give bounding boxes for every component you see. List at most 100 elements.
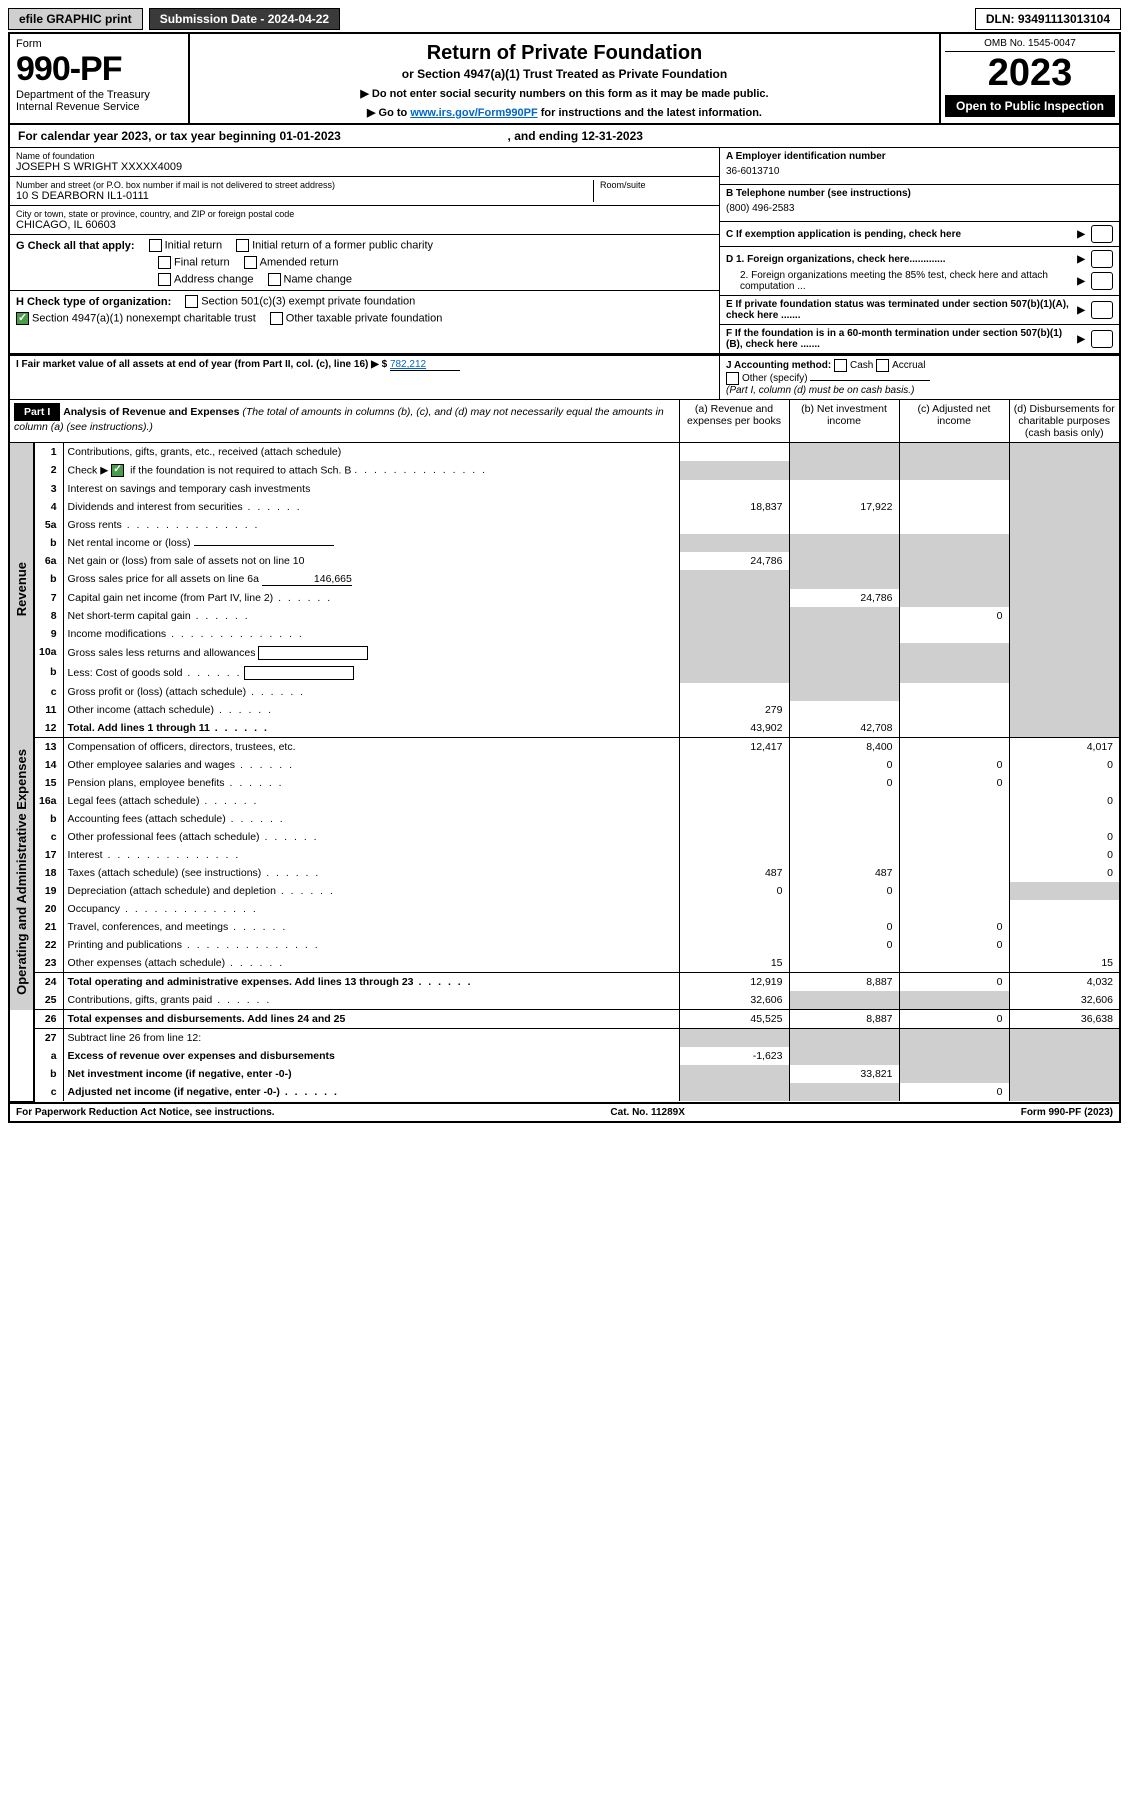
final-return-checkbox[interactable] <box>158 256 171 269</box>
l13-b: 8,400 <box>789 738 899 757</box>
l24-c: 0 <box>899 973 1009 992</box>
accrual-checkbox[interactable] <box>876 359 889 372</box>
l27b-b: 33,821 <box>789 1065 899 1083</box>
ein: 36-6013710 <box>726 162 1113 181</box>
line-10c: Gross profit or (loss) (attach schedule) <box>68 686 247 698</box>
l14-d: 0 <box>1009 756 1119 774</box>
l19-a: 0 <box>679 882 789 900</box>
h-label: H Check type of organization: <box>16 296 171 308</box>
line-17: Interest <box>68 849 103 861</box>
line-26: Total expenses and disbursements. Add li… <box>63 1010 679 1029</box>
phone: (800) 496-2583 <box>726 199 1113 218</box>
line-2: Check ▶ if the foundation is not require… <box>63 461 679 480</box>
l18-d: 0 <box>1009 864 1119 882</box>
l13-a: 12,417 <box>679 738 789 757</box>
topbar: efile GRAPHIC print Submission Date - 20… <box>8 8 1121 30</box>
name-change-checkbox[interactable] <box>268 273 281 286</box>
l15-c: 0 <box>899 774 1009 792</box>
l19-b: 0 <box>789 882 899 900</box>
d2-label: 2. Foreign organizations meeting the 85%… <box>726 270 1071 292</box>
d-cell: D 1. Foreign organizations, check here..… <box>720 247 1119 296</box>
l26-b: 8,887 <box>789 1010 899 1029</box>
part1-title: Analysis of Revenue and Expenses <box>63 406 239 418</box>
d1-checkbox[interactable] <box>1091 250 1113 268</box>
footer-mid: Cat. No. 11289X <box>610 1107 684 1118</box>
e-checkbox[interactable] <box>1091 301 1113 319</box>
line-22: Printing and publications <box>68 939 182 951</box>
line-15: Pension plans, employee benefits <box>68 777 225 789</box>
footer-right: Form 990-PF (2023) <box>1021 1107 1113 1118</box>
other-taxable-checkbox[interactable] <box>270 312 283 325</box>
arrow-icon: ▶ <box>1077 229 1085 240</box>
l24-a: 12,919 <box>679 973 789 992</box>
501c3-checkbox[interactable] <box>185 295 198 308</box>
g-opt-2: Final return <box>174 256 230 268</box>
line-27c: Adjusted net income (if negative, enter … <box>68 1086 280 1098</box>
l22-c: 0 <box>899 936 1009 954</box>
g-label: G Check all that apply: <box>16 240 135 252</box>
l23-a: 15 <box>679 954 789 973</box>
room-label: Room/suite <box>600 180 713 190</box>
c-checkbox[interactable] <box>1091 225 1113 243</box>
schb-checkbox[interactable] <box>111 464 124 477</box>
l11-a: 279 <box>679 701 789 719</box>
l22-b: 0 <box>789 936 899 954</box>
dept: Department of the Treasury <box>16 89 182 101</box>
header-left: Form 990-PF Department of the Treasury I… <box>10 34 190 123</box>
l6b-pre: Gross sales price for all assets on line… <box>68 573 259 585</box>
cy-end: 12-31-2023 <box>582 129 643 143</box>
cash-checkbox[interactable] <box>834 359 847 372</box>
l12-b: 42,708 <box>789 719 899 738</box>
expenses-side-label: Operating and Administrative Expenses <box>10 738 34 1010</box>
form-subtitle: or Section 4947(a)(1) Trust Treated as P… <box>198 67 931 81</box>
initial-former-checkbox[interactable] <box>236 239 249 252</box>
d2-checkbox[interactable] <box>1091 272 1113 290</box>
name-label: Name of foundation <box>16 151 713 161</box>
line-27b: Net investment income (if negative, ente… <box>63 1065 679 1083</box>
e-cell: E If private foundation status was termi… <box>720 296 1119 325</box>
c-label: C If exemption application is pending, c… <box>726 229 1071 240</box>
other-method-checkbox[interactable] <box>726 372 739 385</box>
f-label: F If the foundation is in a 60-month ter… <box>726 328 1071 350</box>
col-d-header: (d) Disbursements for charitable purpose… <box>1009 400 1119 443</box>
line-12: Total. Add lines 1 through 11 <box>68 722 210 734</box>
g-opt-0: Initial return <box>165 239 222 251</box>
f-checkbox[interactable] <box>1091 330 1113 348</box>
address-change-checkbox[interactable] <box>158 273 171 286</box>
note2-post: for instructions and the latest informat… <box>538 107 762 119</box>
initial-return-checkbox[interactable] <box>149 239 162 252</box>
ein-cell: A Employer identification number 36-6013… <box>720 148 1119 185</box>
dln: DLN: 93491113013104 <box>975 8 1121 30</box>
l21-c: 0 <box>899 918 1009 936</box>
line-1: Contributions, gifts, grants, etc., rece… <box>63 443 679 462</box>
tax-year: 2023 <box>945 52 1115 95</box>
arrow-icon: ▶ <box>1077 276 1085 287</box>
arrow-icon: ▶ <box>1077 254 1085 265</box>
l25-d: 32,606 <box>1009 991 1119 1010</box>
line-5b: Net rental income or (loss) <box>68 537 191 549</box>
cy-begin: 01-01-2023 <box>279 129 340 143</box>
addr: 10 S DEARBORN IL1-0111 <box>16 190 593 202</box>
amended-return-checkbox[interactable] <box>244 256 257 269</box>
a-label: A Employer identification number <box>726 151 886 162</box>
line-16a: Legal fees (attach schedule) <box>68 795 200 807</box>
l4-b: 17,922 <box>789 498 899 516</box>
g-opt-4: Address change <box>174 273 254 285</box>
l23-d: 15 <box>1009 954 1119 973</box>
j-other: Other (specify) <box>742 373 808 384</box>
fmv-link[interactable]: 782,212 <box>390 359 460 371</box>
form990pf-link[interactable]: www.irs.gov/Form990PF <box>410 107 537 119</box>
efile-print-button[interactable]: efile GRAPHIC print <box>8 8 143 30</box>
e-label: E If private foundation status was termi… <box>726 299 1071 321</box>
l16c-d: 0 <box>1009 828 1119 846</box>
form-word: Form <box>16 38 182 50</box>
d1-label: D 1. Foreign organizations, check here..… <box>726 254 1071 265</box>
foundation-name: JOSEPH S WRIGHT XXXXX4009 <box>16 161 713 173</box>
l21-b: 0 <box>789 918 899 936</box>
j-note: (Part I, column (d) must be on cash basi… <box>726 385 914 396</box>
city: CHICAGO, IL 60603 <box>16 219 713 231</box>
l25-a: 32,606 <box>679 991 789 1010</box>
4947-checkbox[interactable] <box>16 312 29 325</box>
form-title: Return of Private Foundation <box>198 42 931 65</box>
line-10a: Gross sales less returns and allowances <box>68 647 256 659</box>
